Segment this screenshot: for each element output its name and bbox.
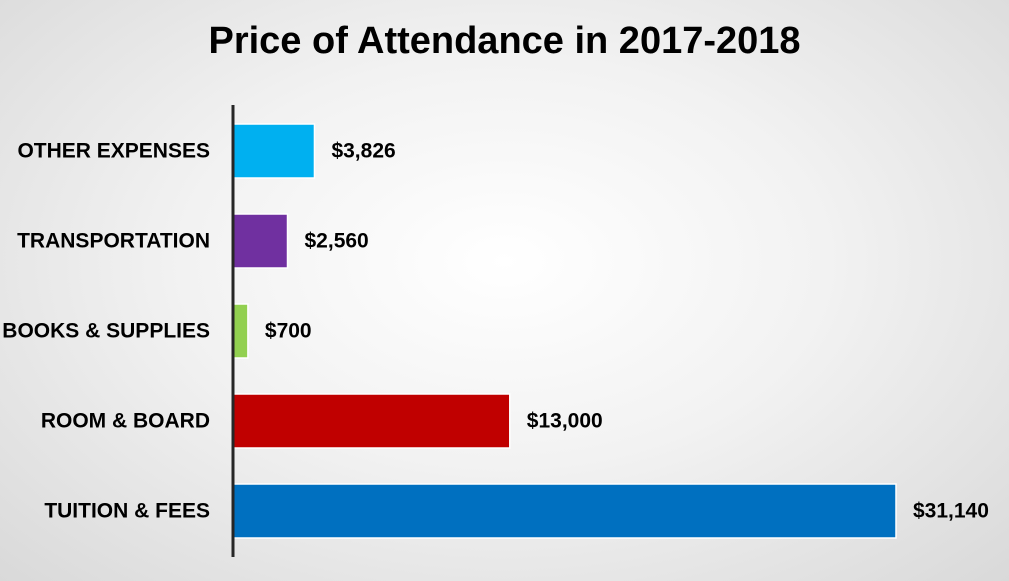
- bar-room-and-board: [232, 393, 511, 449]
- bar-other-expenses: [232, 123, 316, 179]
- category-label-transportation: TRANSPORTATION: [17, 230, 210, 253]
- chart-title: Price of Attendance in 2017-2018: [208, 20, 801, 62]
- category-label-room-and-board: ROOM & BOARD: [41, 410, 210, 433]
- data-label-room-and-board: $13,000: [527, 410, 603, 433]
- category-label-books-and-supplies: BOOKS & SUPPLIES: [2, 320, 210, 343]
- category-label-other-expenses: OTHER EXPENSES: [17, 140, 210, 163]
- data-label-books-and-supplies: $700: [265, 320, 312, 343]
- bar-books-and-supplies: [232, 303, 249, 359]
- data-label-transportation: $2,560: [305, 230, 369, 253]
- bar-transportation: [232, 213, 289, 269]
- category-label-tuition-and-fees: TUITION & FEES: [44, 500, 210, 523]
- data-label-tuition-and-fees: $31,140: [913, 500, 989, 523]
- bar-tuition-and-fees: [232, 483, 897, 539]
- data-label-other-expenses: $3,826: [331, 140, 395, 163]
